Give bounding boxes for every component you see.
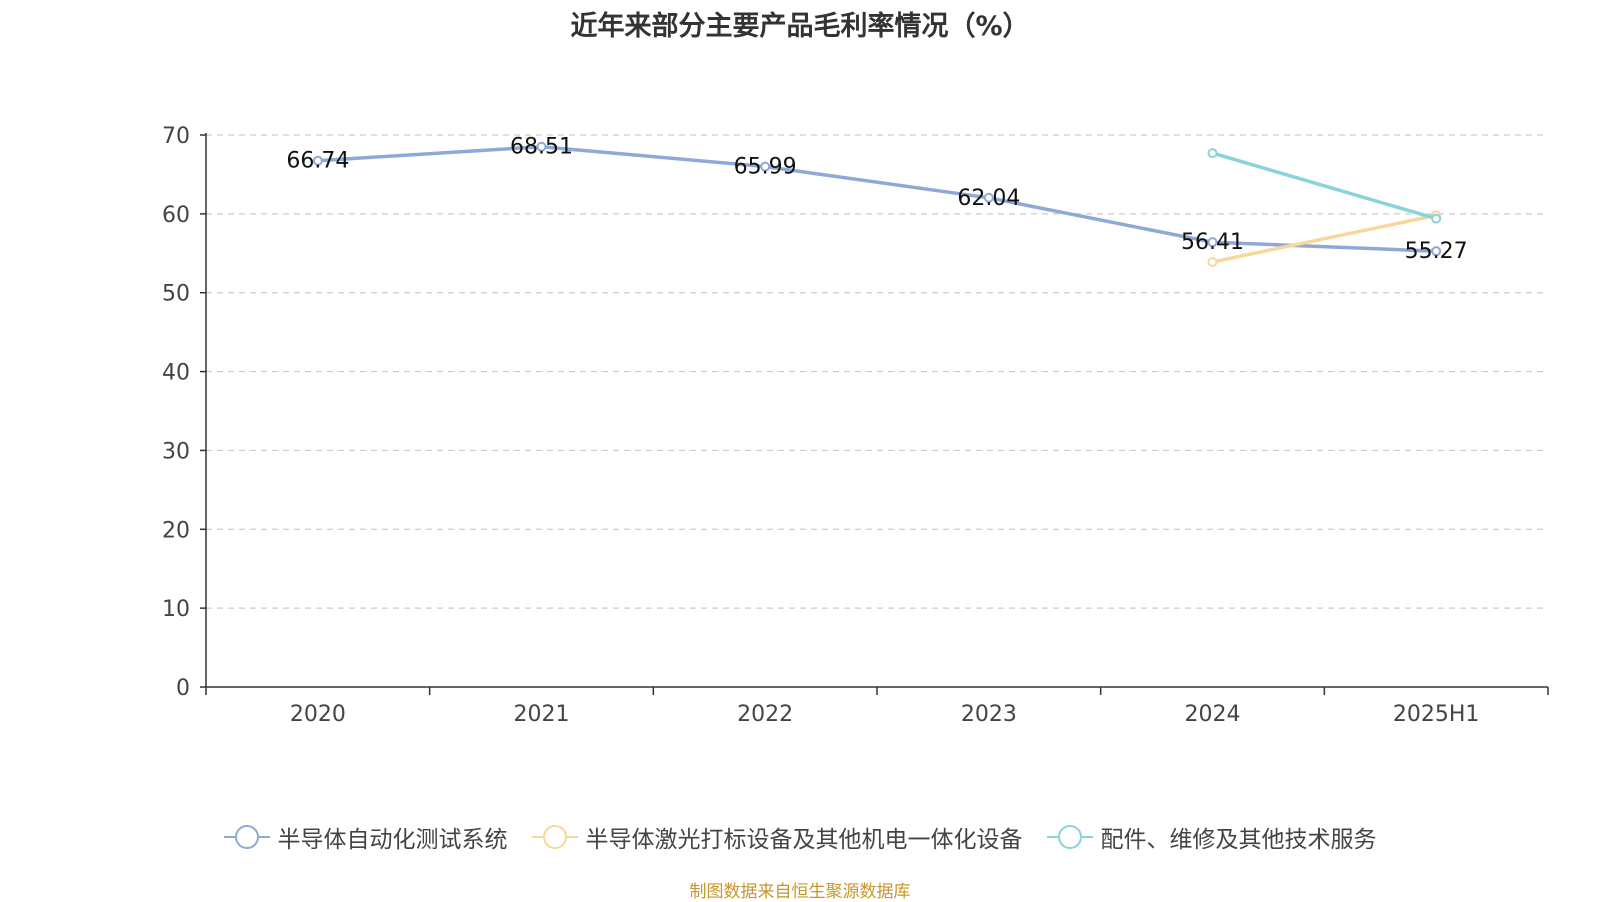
data-point (760, 161, 771, 172)
x-tick-label: 2022 (737, 702, 793, 727)
x-tick-label: 2023 (961, 702, 1017, 727)
y-tick-label: 50 (162, 282, 190, 307)
legend-label: 半导体激光打标设备及其他机电一体化设备 (585, 827, 1023, 853)
data-label: 56.41 (1181, 230, 1244, 255)
legend-marker-icon (1046, 825, 1093, 849)
legend-label: 半导体自动化测试系统 (277, 827, 508, 853)
legend-item[interactable]: 半导体自动化测试系统 (223, 820, 508, 854)
series-lines (312, 141, 1442, 267)
y-tick-label: 30 (162, 439, 190, 464)
y-tick-label: 20 (162, 518, 190, 543)
legend-item[interactable]: 配件、维修及其他技术服务 (1046, 820, 1377, 854)
y-tick-label: 40 (162, 361, 190, 386)
legend-marker-icon (531, 825, 578, 849)
data-point (1207, 256, 1218, 267)
y-tick-label: 0 (176, 676, 190, 701)
data-point (1207, 237, 1218, 248)
chart-title: 近年来部分主要产品毛利率情况（%） (570, 11, 1030, 42)
data-label: 68.51 (510, 135, 573, 160)
data-point (1207, 148, 1218, 159)
data-point (1431, 213, 1442, 224)
data-point (312, 155, 323, 166)
data-point (1431, 246, 1442, 257)
data-point (983, 192, 994, 203)
legend: 半导体自动化测试系统 半导体激光打标设备及其他机电一体化设备 配件、维修及其他技术服… (0, 820, 1600, 854)
data-point (536, 141, 547, 152)
axes: 0 10 20 30 40 50 60 70 2020 2021 2022 2023 2024 2025H… (162, 124, 1549, 727)
data-label: 55.27 (1405, 239, 1468, 264)
series-line-3 (1210, 151, 1438, 221)
source-note: 制图数据来自恒生聚源数据库 (689, 882, 911, 902)
data-labels: 66.74 68.51 65.99 62.04 56.41 55.27 (286, 135, 1467, 264)
y-tick-label: 60 (162, 203, 190, 228)
x-tick-label: 2024 (1185, 702, 1241, 727)
data-label: 66.74 (286, 149, 349, 174)
y-tick-label: 70 (162, 124, 190, 149)
legend-label: 配件、维修及其他技术服务 (1100, 827, 1377, 853)
grid-lines (206, 134, 1548, 609)
data-label: 65.99 (734, 155, 797, 180)
series-line-2 (1210, 213, 1438, 264)
y-tick-label: 10 (162, 597, 190, 622)
series-line-1 (316, 144, 1438, 253)
data-label: 62.04 (957, 186, 1020, 211)
x-tick-label: 2021 (514, 702, 570, 727)
x-tick-label: 2025H1 (1393, 702, 1480, 727)
legend-marker-icon (223, 825, 270, 849)
x-tick-label: 2020 (290, 702, 346, 727)
legend-item[interactable]: 半导体激光打标设备及其他机电一体化设备 (531, 820, 1023, 854)
